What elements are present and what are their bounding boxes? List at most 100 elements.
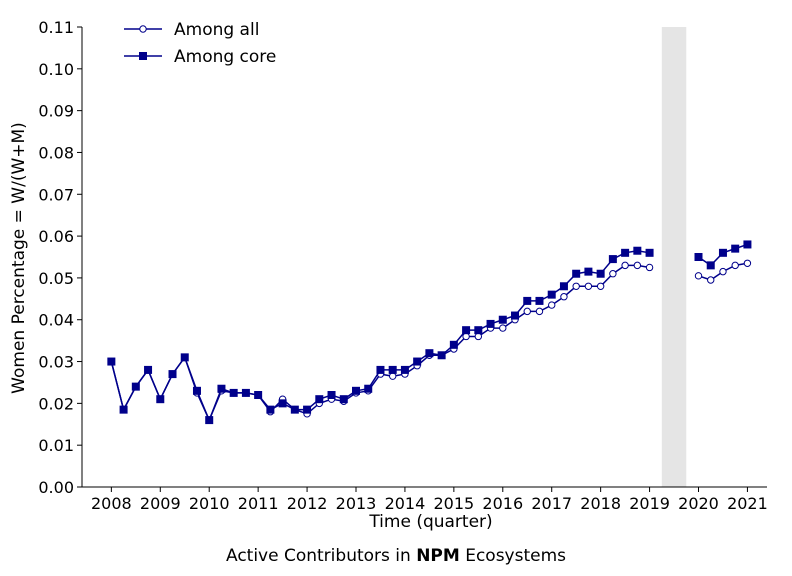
x-tick-label: 2015 bbox=[433, 494, 474, 513]
data-point-among-core bbox=[547, 290, 556, 299]
data-point-among-all bbox=[474, 332, 483, 341]
data-point-among-core bbox=[119, 405, 128, 414]
data-point-among-core bbox=[718, 248, 727, 257]
caption-ecosystem: NPM bbox=[416, 546, 460, 566]
data-point-among-all bbox=[596, 282, 605, 290]
data-point-among-core bbox=[584, 267, 593, 276]
data-point-among-core bbox=[706, 261, 715, 270]
data-point-among-core bbox=[266, 405, 275, 414]
data-point-among-all bbox=[560, 293, 568, 301]
data-point-among-all bbox=[462, 332, 470, 341]
data-point-among-all bbox=[572, 282, 580, 290]
x-tick-label: 2020 bbox=[678, 494, 719, 513]
data-point-among-core bbox=[535, 296, 544, 305]
data-point-among-all bbox=[388, 372, 397, 380]
data-point-among-core bbox=[241, 388, 250, 397]
legend-label-among-all: Among all bbox=[174, 20, 259, 40]
y-tick-label: 0.08 bbox=[38, 143, 74, 162]
x-tick-label: 2014 bbox=[385, 494, 426, 513]
x-tick-label: 2017 bbox=[531, 494, 572, 513]
data-point-among-all bbox=[694, 272, 703, 280]
data-point-among-core bbox=[315, 395, 324, 404]
series-among-core bbox=[107, 240, 752, 425]
data-point-among-core bbox=[168, 370, 177, 379]
y-tick-label: 0.04 bbox=[38, 311, 74, 330]
data-point-among-core bbox=[743, 240, 752, 249]
data-point-among-all bbox=[499, 324, 507, 332]
series-line-among-all bbox=[110, 264, 650, 422]
data-point-among-all bbox=[731, 261, 739, 270]
y-tick-label: 0.00 bbox=[38, 478, 74, 497]
y-axis-ticks: 0.00 0.01 0.02 0.03 0.04 0.05 0.06 0.07 0.08 0.09… bbox=[38, 18, 82, 497]
data-point-among-all bbox=[548, 301, 556, 309]
series-among-all bbox=[107, 259, 752, 424]
x-tick-label: 2021 bbox=[727, 494, 768, 513]
data-point-among-core bbox=[107, 357, 116, 366]
data-point-among-all bbox=[633, 261, 642, 270]
y-tick-label: 0.09 bbox=[38, 102, 74, 121]
data-point-among-core bbox=[327, 391, 336, 399]
data-point-among-all bbox=[645, 263, 654, 272]
y-tick-label: 0.02 bbox=[38, 394, 74, 413]
data-point-among-core bbox=[645, 248, 654, 257]
line-chart: 0.00 0.01 0.02 0.03 0.04 0.05 0.06 0.07 0.08 0.09… bbox=[9, 18, 768, 532]
x-tick-label: 2011 bbox=[238, 494, 279, 513]
data-point-among-all bbox=[523, 307, 531, 316]
data-point-among-core bbox=[498, 315, 507, 324]
y-tick-label: 0.06 bbox=[38, 227, 74, 246]
data-point-among-core bbox=[192, 386, 201, 395]
x-tick-label: 2019 bbox=[629, 494, 670, 513]
data-point-among-core bbox=[131, 382, 140, 391]
x-tick-label: 2018 bbox=[580, 494, 621, 513]
legend-marker-among-core bbox=[139, 52, 147, 60]
series-layer bbox=[107, 240, 752, 425]
y-axis-label: Women Percentage = W/(W+M) bbox=[9, 122, 29, 394]
data-point-among-core bbox=[217, 384, 226, 393]
data-point-among-core bbox=[144, 365, 153, 374]
data-point-among-core bbox=[229, 388, 238, 397]
data-point-among-core bbox=[364, 384, 373, 393]
x-axis-ticks: 2008 2009 2010 2011 2012 2013 2014 2015 2016 2017… bbox=[91, 487, 768, 513]
data-point-among-core bbox=[339, 395, 348, 404]
x-tick-label: 2013 bbox=[336, 494, 377, 513]
data-point-among-core bbox=[462, 326, 471, 335]
data-point-among-all bbox=[707, 276, 715, 284]
data-point-among-core bbox=[608, 255, 617, 264]
series-line-among-core bbox=[110, 249, 650, 423]
data-point-among-core bbox=[278, 399, 287, 408]
caption-suffix: Ecosystems bbox=[465, 546, 567, 566]
x-tick-label: 2009 bbox=[140, 494, 181, 513]
data-point-among-core bbox=[633, 246, 642, 255]
data-point-among-core bbox=[303, 405, 312, 414]
data-point-among-core bbox=[413, 357, 422, 366]
legend: Among all Among core bbox=[124, 20, 276, 67]
data-point-among-core bbox=[376, 365, 385, 374]
data-point-among-core bbox=[352, 386, 360, 395]
data-point-among-core bbox=[486, 319, 495, 328]
data-point-among-core bbox=[388, 365, 397, 374]
data-point-among-core bbox=[474, 326, 483, 335]
y-tick-label: 0.10 bbox=[38, 60, 74, 79]
data-point-among-core bbox=[449, 340, 458, 349]
x-tick-label: 2016 bbox=[482, 494, 523, 513]
data-point-among-core bbox=[731, 244, 740, 253]
data-point-among-core bbox=[425, 349, 434, 358]
legend-label-among-core: Among core bbox=[174, 47, 276, 67]
data-point-among-core bbox=[400, 365, 409, 374]
data-point-among-all bbox=[621, 261, 629, 270]
data-point-among-core bbox=[290, 405, 299, 414]
x-axis-label: Time (quarter) bbox=[368, 512, 492, 532]
y-tick-label: 0.03 bbox=[38, 353, 74, 372]
data-point-among-core bbox=[180, 353, 189, 362]
x-tick-label: 2012 bbox=[287, 494, 328, 513]
data-point-among-all bbox=[584, 282, 593, 290]
data-point-among-core bbox=[156, 395, 165, 404]
data-point-among-core bbox=[511, 311, 520, 320]
legend-marker-among-all bbox=[139, 25, 147, 33]
data-point-among-core bbox=[559, 282, 568, 291]
data-point-among-core bbox=[596, 269, 605, 278]
data-point-among-core bbox=[621, 248, 630, 257]
data-point-among-core bbox=[572, 269, 581, 278]
shaded-gap-region bbox=[661, 27, 687, 487]
data-point-among-all bbox=[719, 267, 727, 276]
